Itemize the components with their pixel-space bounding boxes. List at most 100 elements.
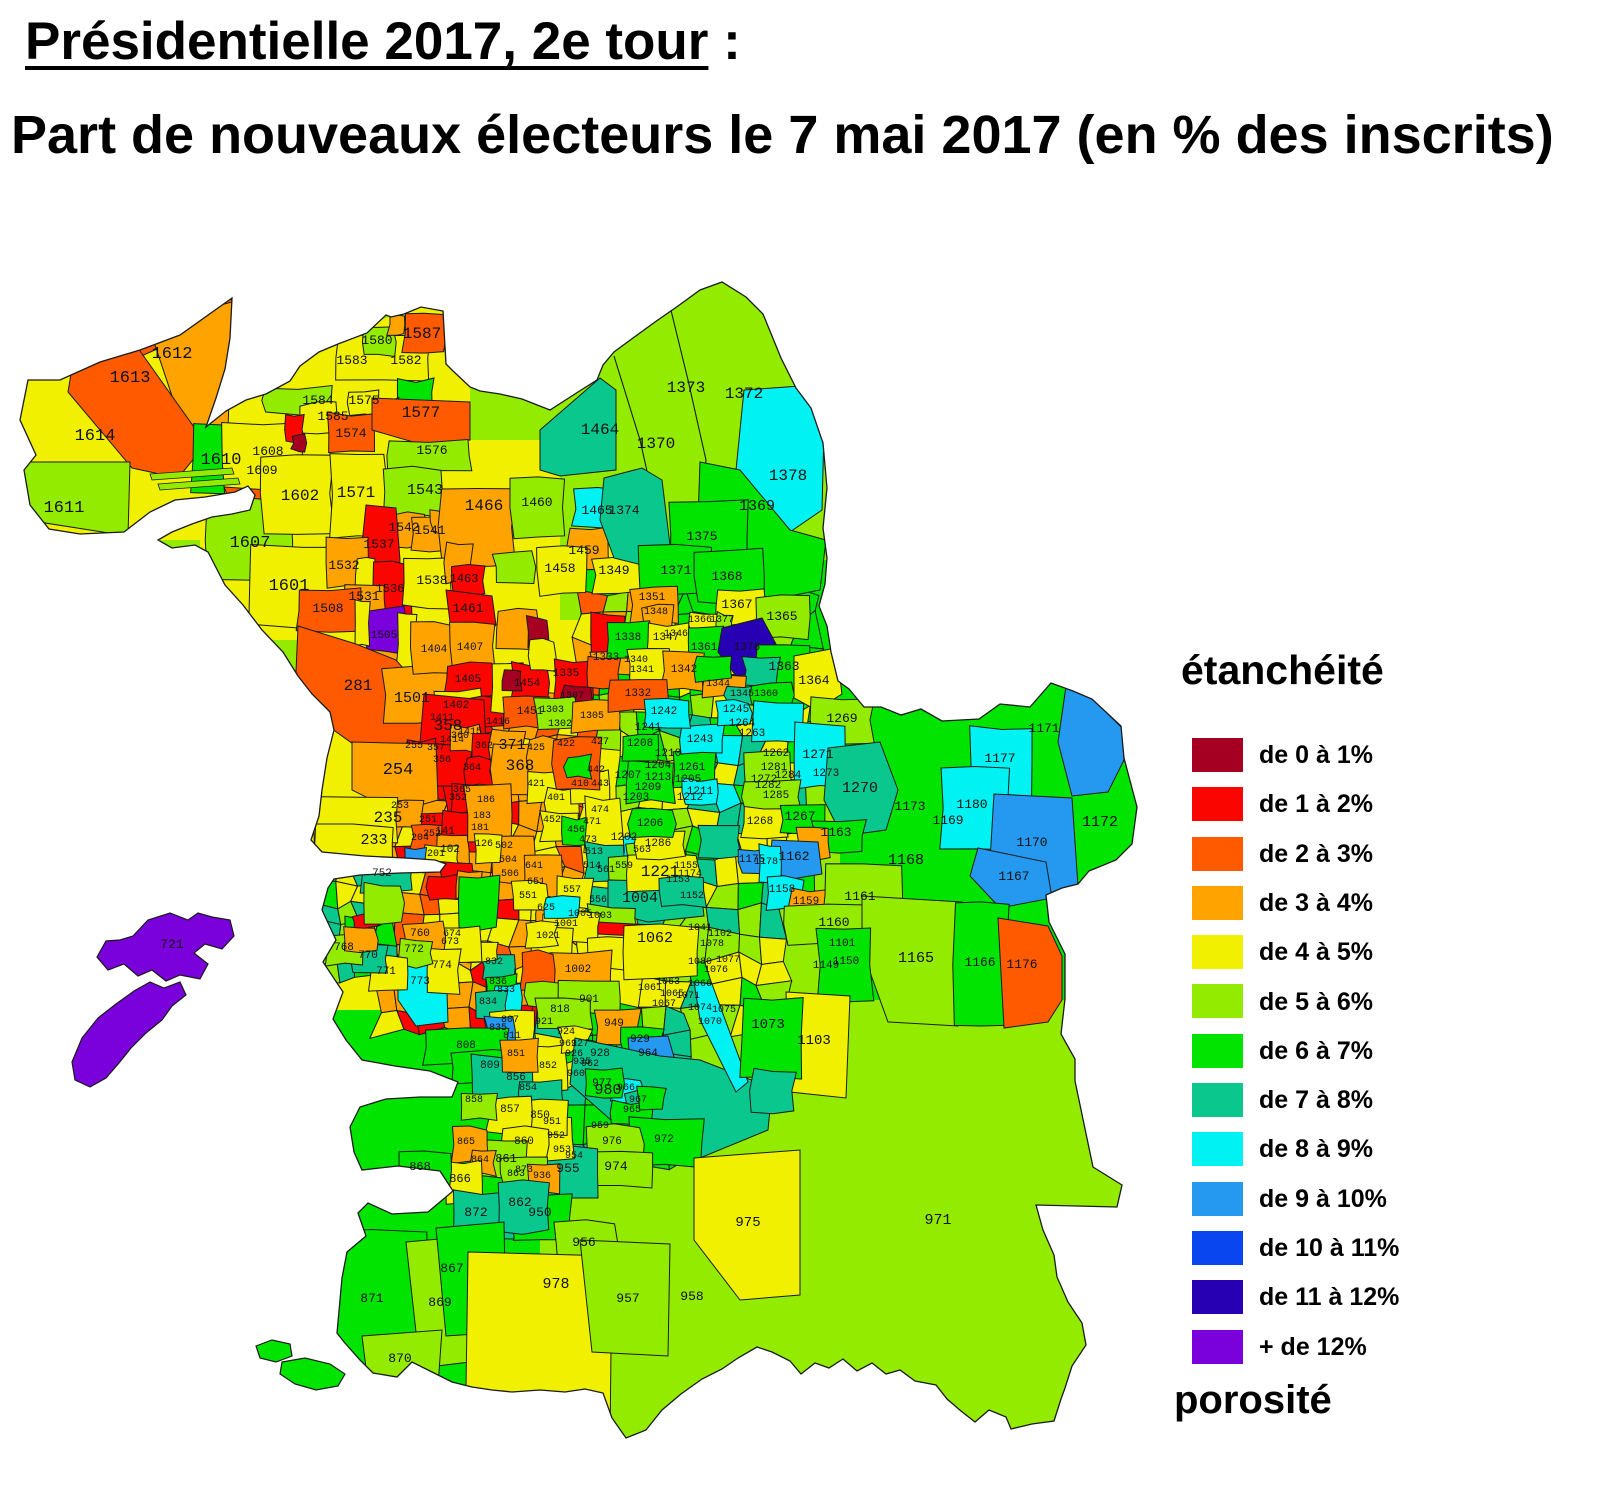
svg-text:852: 852 [539,1061,557,1072]
svg-text:1074: 1074 [688,1003,712,1014]
svg-text:1608: 1608 [252,444,283,459]
svg-text:1269: 1269 [826,711,857,726]
svg-text:873: 873 [515,1165,533,1176]
svg-text:871: 871 [360,1291,384,1306]
svg-text:362: 362 [475,741,493,752]
svg-text:1102: 1102 [708,929,732,940]
svg-text:860: 860 [514,1136,534,1148]
svg-text:1372: 1372 [725,385,763,403]
svg-text:974: 974 [604,1159,628,1174]
svg-text:1176: 1176 [1006,957,1037,972]
svg-text:866: 866 [449,1172,471,1186]
svg-text:1003: 1003 [588,911,612,922]
svg-text:102: 102 [440,844,460,856]
svg-text:1464: 1464 [581,421,619,439]
svg-text:561: 561 [597,865,615,876]
svg-text:1285: 1285 [763,790,789,802]
svg-text:281: 281 [344,677,373,695]
svg-text:1373: 1373 [667,379,705,397]
svg-text:1177: 1177 [984,751,1015,766]
svg-text:1584: 1584 [302,393,333,408]
svg-text:962: 962 [581,1059,599,1070]
svg-text:1207: 1207 [615,770,641,782]
svg-text:1508: 1508 [312,601,343,616]
svg-text:1161: 1161 [844,889,875,904]
svg-text:255: 255 [405,741,423,752]
svg-text:1344: 1344 [706,679,730,690]
svg-text:949: 949 [604,1018,624,1030]
svg-text:980: 980 [594,1082,621,1099]
svg-text:952: 952 [547,1131,565,1142]
svg-text:964: 964 [638,1048,658,1060]
svg-text:425: 425 [527,743,545,754]
svg-text:1174: 1174 [678,869,702,880]
svg-text:1585: 1585 [317,409,348,424]
svg-text:1347: 1347 [653,632,679,644]
svg-text:674: 674 [443,929,461,940]
svg-text:506: 506 [501,869,519,880]
svg-text:1402: 1402 [443,700,469,712]
svg-text:752: 752 [372,868,392,880]
svg-text:927: 927 [571,1039,589,1050]
svg-text:1160: 1160 [818,915,849,930]
svg-text:251: 251 [419,815,437,826]
svg-text:1078: 1078 [700,939,724,950]
svg-text:1369: 1369 [739,498,775,515]
svg-text:1061: 1061 [638,983,662,994]
svg-text:1609: 1609 [246,463,277,478]
svg-text:514: 514 [583,861,601,872]
svg-text:1307: 1307 [560,691,584,702]
svg-text:1577: 1577 [402,404,440,422]
svg-text:1571: 1571 [337,484,375,502]
svg-text:1611: 1611 [44,499,85,518]
svg-text:1271: 1271 [802,747,833,762]
svg-text:1582: 1582 [390,353,421,368]
svg-text:1210: 1210 [655,748,681,760]
svg-text:401: 401 [547,793,565,804]
svg-text:1461: 1461 [452,601,483,616]
svg-text:1341: 1341 [630,665,654,676]
svg-text:1066: 1066 [688,979,712,990]
svg-text:1377: 1377 [710,615,734,626]
svg-text:1466: 1466 [465,497,503,515]
svg-text:1365: 1365 [766,609,797,624]
svg-text:1371: 1371 [660,563,691,578]
svg-text:954: 954 [565,1151,583,1162]
svg-text:924: 924 [557,1027,575,1038]
svg-text:1541: 1541 [414,523,445,538]
svg-text:1076: 1076 [704,965,728,976]
svg-text:870: 870 [388,1351,411,1366]
svg-text:1149: 1149 [813,960,839,972]
svg-text:235: 235 [374,809,403,827]
svg-text:1345: 1345 [730,689,754,700]
svg-text:368: 368 [506,757,535,775]
svg-text:1261: 1261 [679,762,706,774]
svg-text:1351: 1351 [639,592,666,604]
svg-text:1302: 1302 [548,719,572,730]
svg-text:772: 772 [404,944,424,956]
svg-text:928: 928 [590,1048,610,1060]
svg-text:1332: 1332 [625,688,651,700]
svg-text:773: 773 [410,976,430,988]
svg-text:356: 356 [433,755,451,766]
svg-text:1166: 1166 [964,955,995,970]
svg-text:1080: 1080 [688,957,712,968]
svg-text:141: 141 [435,826,455,838]
svg-text:1505: 1505 [371,630,397,642]
svg-text:959: 959 [591,1121,609,1132]
svg-text:867: 867 [440,1261,463,1276]
svg-text:1610: 1610 [201,451,242,470]
svg-text:926: 926 [565,1049,583,1060]
svg-text:1537: 1537 [363,537,394,552]
svg-text:1378: 1378 [769,467,807,485]
svg-text:452: 452 [543,815,561,826]
svg-text:864: 864 [471,1155,489,1166]
svg-text:1063: 1063 [656,977,680,988]
svg-text:1349: 1349 [598,563,629,578]
svg-text:1245: 1245 [723,704,749,716]
svg-text:760: 760 [410,928,430,940]
svg-text:1607: 1607 [230,534,271,553]
svg-text:1404: 1404 [421,644,448,656]
svg-text:1167: 1167 [998,869,1029,884]
svg-text:1361: 1361 [691,642,718,654]
